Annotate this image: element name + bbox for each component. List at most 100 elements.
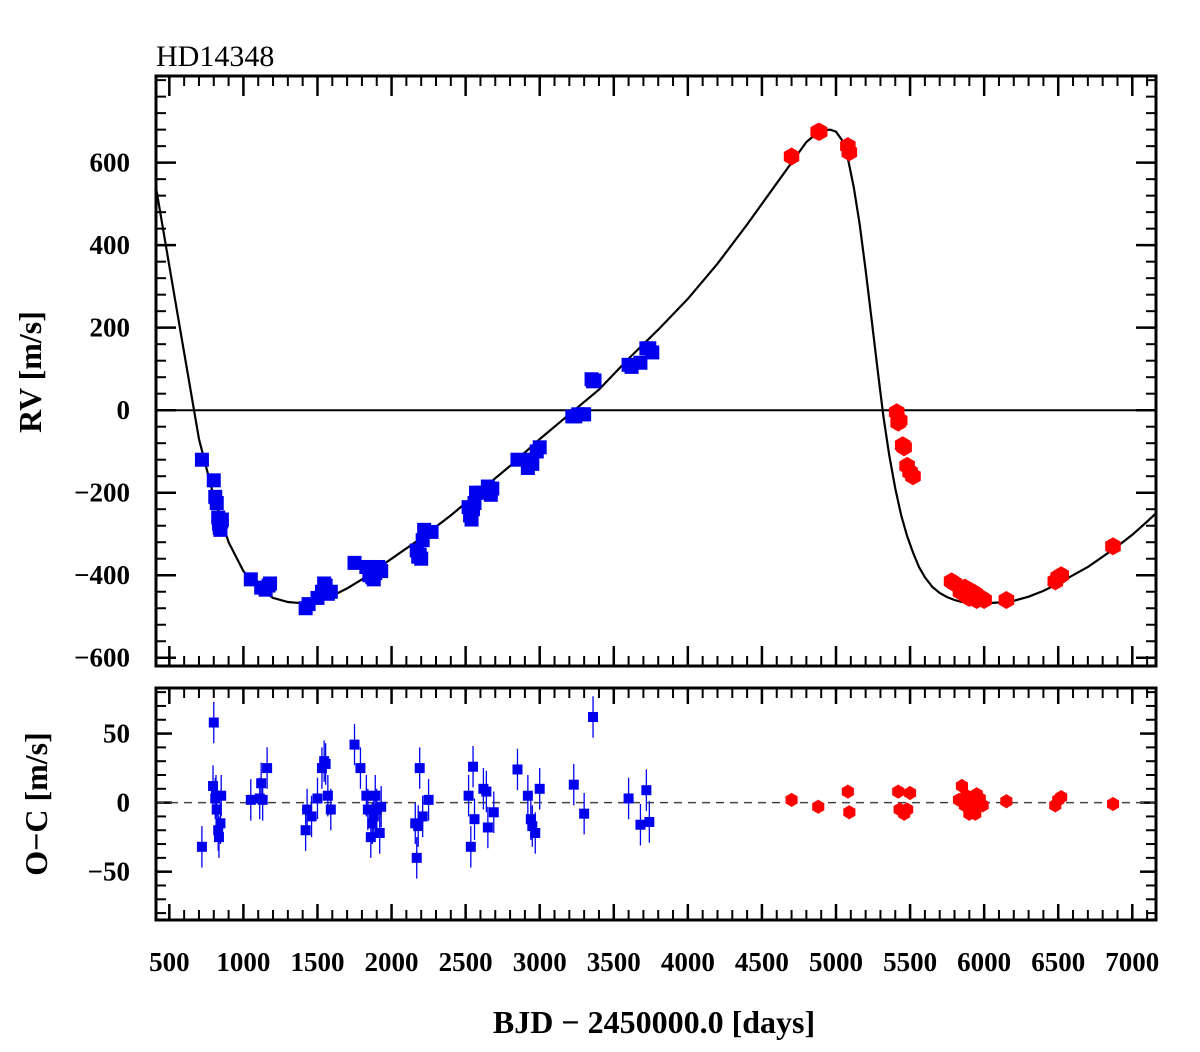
residual-data-points [156, 696, 1156, 879]
x-tick-label: 3000 [513, 947, 567, 977]
x-tick-label: 6000 [957, 947, 1011, 977]
red-dataset-point [969, 806, 982, 821]
rv-model-curve [154, 128, 1157, 605]
rv-model-curve-group [154, 128, 1157, 605]
blue-dataset-point [216, 790, 227, 801]
red-dataset-point [1000, 794, 1013, 809]
rv-tick-marks [156, 76, 1156, 666]
residual-panel-frame [154, 686, 1158, 922]
residual-y-tick-label: 50 [103, 719, 130, 749]
blue-dataset-point [362, 804, 373, 815]
x-tick-label: 1500 [290, 947, 344, 977]
red-dataset-point [892, 784, 905, 799]
blue-dataset-point [208, 717, 219, 728]
x-tick-label: 2500 [439, 947, 493, 977]
x-tick-label: 1000 [216, 947, 270, 977]
blue-dataset-point [635, 819, 646, 830]
blue-dataset-point [347, 555, 362, 570]
red-dataset-point [1055, 790, 1068, 805]
red-dataset-point [785, 792, 798, 807]
rv-y-tick-label: 400 [90, 230, 131, 260]
blue-dataset-point [302, 804, 313, 815]
blue-dataset-point [468, 761, 479, 772]
blue-dataset-point [577, 407, 592, 422]
blue-dataset-point [587, 373, 602, 388]
blue-dataset-point [411, 852, 422, 863]
red-dataset-point [904, 786, 917, 800]
blue-dataset-point [320, 758, 331, 769]
blue-dataset-point [414, 551, 429, 566]
blue-dataset-point [209, 496, 224, 511]
blue-dataset-point [355, 763, 366, 774]
blue-dataset-point [215, 818, 226, 829]
blue-dataset-point [322, 790, 333, 801]
red-dataset-point [841, 784, 854, 799]
blue-dataset-point [367, 818, 378, 829]
blue-dataset-point [370, 790, 381, 801]
red-dataset-point [1053, 566, 1069, 585]
residual-y-tick-label: −50 [88, 857, 130, 887]
blue-dataset-point [306, 811, 317, 822]
blue-dataset-point [463, 790, 474, 801]
blue-dataset-point [256, 778, 267, 789]
blue-dataset-point [325, 804, 336, 815]
red-dataset-point [1105, 537, 1121, 556]
red-dataset-point [1107, 797, 1120, 811]
blue-dataset-point [262, 763, 273, 774]
rv-panel: −600 −400 −200 0 200 400 600 [74, 74, 1158, 673]
blue-dataset-point [579, 808, 590, 819]
red-dataset-point [812, 799, 825, 814]
rv-panel-frame [154, 74, 1158, 668]
blue-dataset-point [469, 814, 480, 825]
blue-dataset-point [532, 440, 547, 455]
rv-y-tick-label: −600 [74, 643, 130, 673]
blue-dataset-point [623, 793, 634, 804]
blue-dataset-point [196, 841, 207, 852]
rv-data-points [194, 122, 1121, 616]
rv-y-tick-label: 600 [90, 148, 131, 178]
x-tick-label: 6500 [1031, 947, 1085, 977]
blue-dataset-point [423, 794, 434, 805]
blue-dataset-point [208, 781, 219, 792]
rv-y-tick-label: −200 [74, 478, 130, 508]
blue-dataset-point [417, 811, 428, 822]
rv-y-tick-label: 0 [117, 395, 131, 425]
blue-dataset-point [213, 832, 224, 843]
blue-dataset-point [512, 764, 523, 775]
red-dataset-point [783, 147, 800, 166]
blue-dataset-point [368, 811, 379, 822]
blue-dataset-point [376, 801, 387, 812]
x-axis-label: BJD − 2450000.0 [days] [493, 1004, 815, 1040]
blue-dataset-point [485, 481, 500, 496]
x-tick-label: 5000 [809, 947, 863, 977]
x-tick-label: 3500 [587, 947, 641, 977]
blue-dataset-point [349, 739, 360, 750]
red-dataset-point [901, 802, 914, 817]
blue-dataset-point [312, 793, 323, 804]
residual-tick-marks [156, 688, 1156, 920]
residual-y-axis-label: O−C [m/s] [18, 732, 54, 876]
rv-tick-labels: −600 −400 −200 0 200 400 600 [74, 148, 130, 673]
red-dataset-point [843, 805, 856, 820]
blue-dataset-point [213, 825, 224, 836]
x-tick-label: 2000 [365, 947, 419, 977]
x-tick-label: 500 [149, 947, 190, 977]
residual-y-tick-label: 0 [117, 788, 131, 818]
blue-dataset-point [414, 763, 425, 774]
blue-dataset-point [323, 584, 338, 599]
residual-panel: −50 0 50 500 1000 1500 2000 2500 3000 3500 4000 450… [88, 686, 1160, 977]
blue-dataset-point [424, 524, 439, 539]
x-tick-label: 4500 [735, 947, 789, 977]
blue-dataset-point [488, 807, 499, 818]
red-dataset-point [955, 779, 968, 793]
x-tick-label: 7000 [1105, 947, 1159, 977]
blue-dataset-point [527, 821, 538, 832]
blue-dataset-point [257, 794, 268, 805]
red-dataset-point [841, 143, 858, 162]
blue-dataset-point [534, 783, 545, 794]
blue-dataset-point [481, 786, 492, 797]
red-dataset-point [976, 591, 992, 609]
residual-tick-labels: −50 0 50 500 1000 1500 2000 2500 3000 3500 4000 450… [88, 719, 1160, 977]
red-dataset-point [896, 438, 912, 457]
